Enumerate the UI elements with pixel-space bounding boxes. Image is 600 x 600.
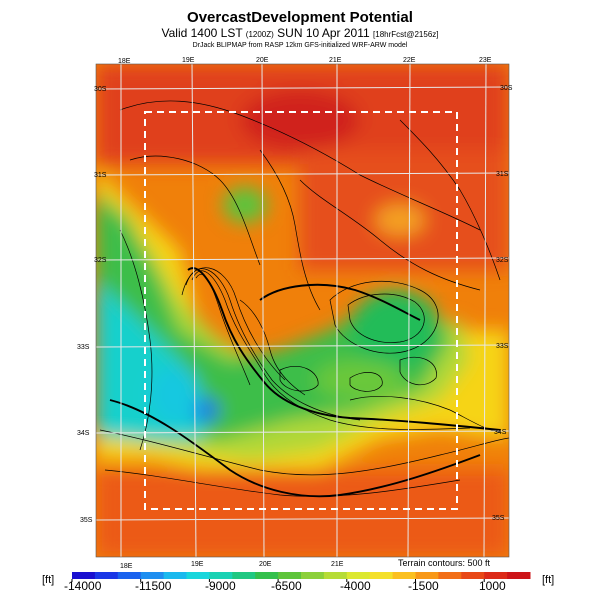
colorbar-swatch [507, 572, 531, 579]
colorbar-swatch [94, 572, 119, 579]
colorbar-swatch [140, 572, 165, 579]
lat-label-right-2: 32S [496, 257, 509, 264]
lat-lon-grid [96, 64, 509, 557]
valid-date: SUN 10 Apr 2011 [277, 26, 370, 40]
inner-domain-box [144, 111, 458, 510]
colorbar-swatch [163, 572, 187, 579]
map-title: OvercastDevelopment Potential [187, 9, 413, 26]
lon-label-top-0: 18E [118, 58, 131, 65]
coastline-contour [109, 267, 501, 498]
colorbar-unit-left: [ft] [42, 574, 55, 586]
grid-labels: 18E 19E 20E 21E 22E 23E 18E 19E 20E 21E … [77, 57, 513, 570]
terrain-contours-note: Terrain contours: 500 ft [398, 558, 491, 568]
colorbar-swatch [301, 572, 325, 579]
lat-label-left-1: 31S [94, 172, 107, 179]
terrain-contours [99, 100, 509, 497]
colorbar-swatch [346, 572, 371, 579]
lon-label-bottom-3: 21E [331, 561, 344, 568]
lon-label-top-2: 20E [256, 57, 269, 64]
lon-label-bottom-2: 20E [259, 561, 272, 568]
colorbar-swatch [255, 572, 279, 579]
lat-label-left-4: 34S [77, 430, 90, 437]
potential-field [96, 64, 509, 557]
lat-label-right-1: 31S [496, 171, 509, 178]
lon-label-bottom-0: 18E [120, 563, 133, 570]
colorbar-swatch [484, 572, 508, 579]
valid-time-utc: (1200Z) [245, 30, 274, 39]
colorbar [72, 572, 531, 579]
forecast-info: [18hrFcst@2156z] [373, 30, 439, 39]
colorbar-swatch [278, 572, 302, 579]
colorbar-swatch [415, 572, 439, 579]
lon-label-bottom-1: 19E [191, 561, 204, 568]
lon-label-top-5: 23E [479, 57, 492, 64]
lat-label-right-0: 30S [500, 85, 513, 92]
colorbar-swatch [461, 572, 485, 579]
lat-label-left-5: 35S [80, 517, 93, 524]
model-credit: DrJack BLIPMAP from RASP 12km GFS-initia… [192, 42, 408, 49]
valid-time-lst: Valid 1400 LST [161, 26, 243, 40]
lat-label-right-5: 35S [492, 515, 505, 522]
colorbar-ticks [71, 579, 485, 582]
lon-label-top-1: 19E [182, 57, 195, 64]
lon-label-top-3: 21E [329, 57, 342, 64]
colorbar-swatch [438, 572, 462, 579]
colorbar-swatch [369, 572, 394, 579]
colorbar-label-5: -1500 [408, 579, 439, 593]
colorbar-swatch [392, 572, 416, 579]
colorbar-swatch [117, 572, 142, 579]
colorbar-swatch [209, 572, 233, 579]
colorbar-label-1: -11500 [135, 579, 172, 593]
colorbar-unit-right: [ft] [542, 574, 555, 586]
lat-label-right-4: 34S [494, 429, 507, 436]
valid-time: Valid 1400 LST (1200Z) SUN 10 Apr 2011 [… [0, 26, 600, 40]
colorbar-label-2: -9000 [205, 579, 236, 593]
lat-label-left-2: 32S [94, 257, 107, 264]
map-frame [95, 63, 510, 558]
lat-label-left-0: 30S [94, 86, 107, 93]
colorbar-swatch [72, 572, 96, 579]
colorbar-label-6: 1000 [479, 579, 506, 593]
colorbar-swatch [186, 572, 210, 579]
colorbar-label-3: -6500 [271, 579, 302, 593]
lat-label-right-3: 33S [496, 343, 509, 350]
colorbar-label-0: -14000 [64, 579, 102, 593]
lat-label-left-3: 33S [77, 344, 90, 351]
lon-label-top-4: 22E [403, 57, 416, 64]
colorbar-swatch [323, 572, 348, 579]
colorbar-label-4: -4000 [340, 579, 371, 593]
colorbar-swatch [232, 572, 256, 579]
